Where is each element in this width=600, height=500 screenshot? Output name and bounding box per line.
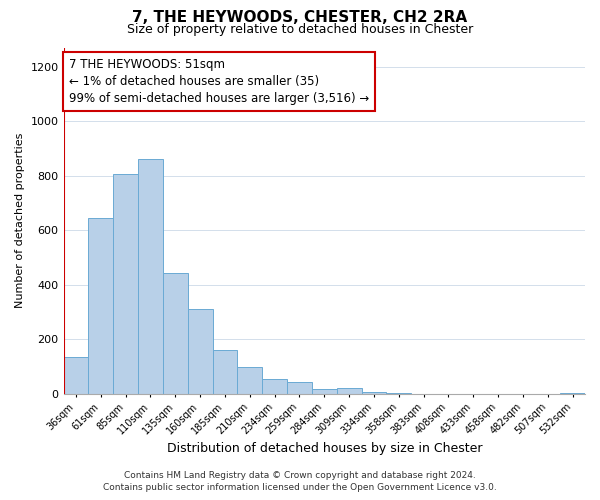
Text: Contains HM Land Registry data © Crown copyright and database right 2024.
Contai: Contains HM Land Registry data © Crown c… bbox=[103, 471, 497, 492]
Text: 7 THE HEYWOODS: 51sqm
← 1% of detached houses are smaller (35)
99% of semi-detac: 7 THE HEYWOODS: 51sqm ← 1% of detached h… bbox=[69, 58, 369, 105]
Bar bbox=[287, 382, 312, 394]
Bar bbox=[238, 368, 262, 394]
Bar bbox=[188, 310, 212, 394]
Bar bbox=[386, 393, 411, 394]
Bar bbox=[212, 350, 238, 394]
Text: Size of property relative to detached houses in Chester: Size of property relative to detached ho… bbox=[127, 22, 473, 36]
Bar bbox=[337, 388, 362, 394]
Bar bbox=[262, 379, 287, 394]
Bar bbox=[312, 389, 337, 394]
Bar bbox=[64, 357, 88, 394]
Text: 7, THE HEYWOODS, CHESTER, CH2 2RA: 7, THE HEYWOODS, CHESTER, CH2 2RA bbox=[133, 10, 467, 25]
Bar bbox=[88, 218, 113, 394]
Bar bbox=[163, 272, 188, 394]
X-axis label: Distribution of detached houses by size in Chester: Distribution of detached houses by size … bbox=[167, 442, 482, 455]
Bar bbox=[113, 174, 138, 394]
Bar bbox=[362, 392, 386, 394]
Y-axis label: Number of detached properties: Number of detached properties bbox=[15, 133, 25, 308]
Bar bbox=[138, 160, 163, 394]
